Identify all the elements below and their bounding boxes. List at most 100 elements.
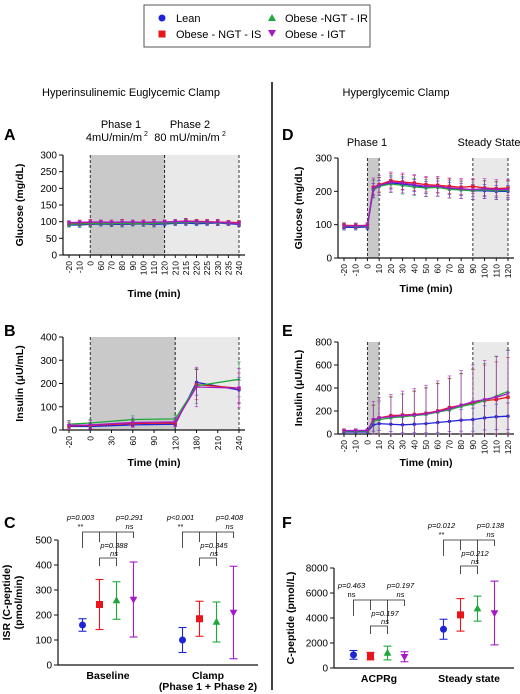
panel-f-point xyxy=(490,610,499,618)
panel-a-ytick-label: 200 xyxy=(40,184,57,195)
panel-b-ytick-label: 400 xyxy=(40,333,57,344)
panel-f-bracket xyxy=(370,625,388,634)
panel-a-xtick-label: 100 xyxy=(138,261,148,275)
panel-b-shade-phase1 xyxy=(90,337,176,430)
panel-e-xtick-label: 110 xyxy=(491,440,501,454)
panel-c-category-label: (Phase 1 + Phase 2) xyxy=(159,681,257,693)
panel-b-xtick-label: 90 xyxy=(149,436,159,446)
panel-c-bracket xyxy=(99,557,117,566)
panel-a-point xyxy=(237,222,241,226)
panel-f-sig: ns xyxy=(471,557,479,566)
panel-b-chart: 0 100 200 300 400 -20 0 30 60 90 120 180 210 240 Time … xyxy=(14,333,245,469)
panel-c-chart: 0 100 200 300 400 500 ISR (C-peptide) (pmol/min… xyxy=(1,513,258,693)
panel-a-ytick-label: 150 xyxy=(40,201,57,212)
panel-d-line-3 xyxy=(344,181,509,227)
panel-e-xtick-label: 30 xyxy=(398,440,408,450)
panel-e-xtick-label: 50 xyxy=(421,440,431,450)
panel-f-point xyxy=(457,611,464,619)
panel-a-point xyxy=(194,220,199,224)
panel-c-pvalue: p=0.003 xyxy=(66,513,95,522)
panel-e-xtick-label: 100 xyxy=(480,440,490,454)
panel-a-ylabel: Glucose (mg/dL) xyxy=(14,164,26,247)
panel-e-ytick-label: 800 xyxy=(315,338,332,349)
panel-c-point xyxy=(79,621,86,629)
panel-e-point xyxy=(482,398,487,402)
panel-e-point xyxy=(447,407,452,411)
panel-d-point xyxy=(377,183,382,188)
panel-d-ytick-label: 100 xyxy=(315,220,332,231)
panel-e-point xyxy=(435,410,440,414)
panel-a-point xyxy=(173,220,178,224)
panel-b-point xyxy=(173,420,178,424)
panel-a-series-3 xyxy=(67,218,241,227)
panel-b-shade-phase2 xyxy=(175,337,239,430)
legend-marker-ngt-ir xyxy=(268,14,276,21)
panel-d-point xyxy=(388,180,393,185)
panel-d-point xyxy=(353,224,358,229)
panel-c-category-label: Clamp xyxy=(192,670,224,682)
panel-b-point xyxy=(130,421,135,425)
panel-c-sig: ** xyxy=(78,522,84,531)
panel-d-ytick-label: 300 xyxy=(315,154,332,165)
panel-a-point xyxy=(205,220,209,225)
legend-marker-lean xyxy=(158,14,166,22)
panel-e-xtick-label: 0 xyxy=(362,440,372,445)
panel-f-sig: ** xyxy=(439,530,445,539)
panel-c-ytick-label: 0 xyxy=(46,661,52,672)
panel-a-xtick-label: 220 xyxy=(192,261,202,275)
panel-c-sig: ** xyxy=(178,522,184,531)
panel-f-ytick-label: 6000 xyxy=(306,589,329,600)
panel-f-point xyxy=(400,653,409,661)
panel-a-phase1-label: Phase 1 xyxy=(101,119,141,131)
panel-c-bracket xyxy=(82,531,134,548)
panel-b-ytick-label: 200 xyxy=(40,379,57,390)
panel-b-point xyxy=(194,385,199,390)
panel-c-sig: ns xyxy=(210,549,218,558)
panel-a-ytick-label: 0 xyxy=(51,251,57,262)
panel-d-series-3 xyxy=(342,171,510,230)
panel-e-shade-phase2 xyxy=(472,342,508,434)
panel-e-xtick-label: 60 xyxy=(433,440,443,450)
panel-b-point xyxy=(88,423,93,427)
panel-d-xtick-label: 90 xyxy=(468,264,478,274)
panel-c-pvalue: p<0.001 xyxy=(166,513,194,522)
panel-f-category-label: Steady state xyxy=(438,673,500,685)
legend-label-igt: Obese - IGT xyxy=(285,29,346,41)
panel-a-xtick-label: 235 xyxy=(223,261,233,275)
panel-b-xtick-label: 210 xyxy=(213,436,223,450)
panel-letter-f: F xyxy=(282,515,292,532)
section-title-right: Hyperglycemic Clamp xyxy=(343,87,450,99)
panel-d-xtick-label: 0 xyxy=(362,264,372,269)
panel-d-point xyxy=(435,184,440,189)
panel-letter-b: B xyxy=(4,323,16,340)
panel-c-pvalue: p=0.408 xyxy=(215,513,244,522)
panel-d-xtick-label: 80 xyxy=(456,264,466,274)
panel-e-xtick-label: 90 xyxy=(468,440,478,450)
panel-f-bracket xyxy=(443,539,495,556)
panel-a-xtick-label: 110 xyxy=(149,261,159,275)
panel-a-ytick-label: 250 xyxy=(40,167,57,178)
panel-b-ytick-label: 100 xyxy=(40,402,57,413)
panel-b-line-3 xyxy=(68,386,240,426)
panel-d-ytick-label: 0 xyxy=(326,254,332,265)
panel-a-point xyxy=(215,220,220,225)
panel-f-pvalue: p=0.138 xyxy=(476,521,505,530)
panel-f-point xyxy=(350,651,357,659)
panel-a-xtick-label: 120 xyxy=(160,261,170,275)
panel-e-point xyxy=(470,400,475,404)
panel-d-phase1-label: Phase 1 xyxy=(347,137,387,149)
panel-a-phase2-sup: 2 xyxy=(222,131,226,138)
panel-c-point xyxy=(112,596,121,604)
panel-e-point xyxy=(353,429,358,433)
panel-a-ytick-label: 50 xyxy=(46,234,58,245)
panel-d-point xyxy=(470,188,475,192)
panel-f-sig: ns xyxy=(397,590,405,599)
panel-e-point xyxy=(412,413,417,418)
panel-b-xtick-label: 120 xyxy=(170,436,180,450)
panel-b-ytick-label: 0 xyxy=(51,426,57,437)
panel-a-phase1-sup: 2 xyxy=(144,131,148,138)
panel-c-bracket xyxy=(199,557,217,566)
legend-box xyxy=(143,4,371,48)
